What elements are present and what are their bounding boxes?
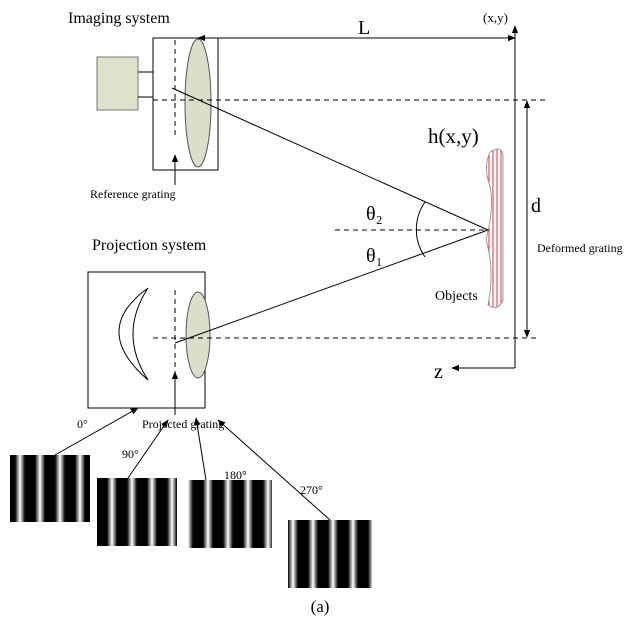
label: Objects	[435, 289, 478, 304]
label: h(x,y)	[428, 124, 479, 148]
label: L	[358, 17, 370, 39]
label: θ₂	[366, 203, 383, 225]
projection-ray	[175, 230, 488, 343]
label: Deformed grating	[537, 241, 623, 255]
diagram: Imaging system L (x,y) h(x,y) d Referenc…	[0, 0, 641, 626]
label: d	[531, 195, 541, 217]
label: 90°	[122, 447, 139, 461]
lens	[185, 39, 211, 167]
label: 270°	[300, 483, 323, 497]
object	[486, 149, 503, 307]
grating-image	[188, 480, 272, 548]
label: Projected grating	[142, 417, 224, 431]
label: z	[434, 361, 443, 383]
label: 180°	[224, 468, 247, 482]
label: Reference grating	[90, 187, 176, 201]
grating-image	[10, 455, 90, 522]
label: θ₁	[366, 245, 383, 267]
camera	[97, 57, 138, 110]
imaging-system	[97, 38, 218, 170]
grating-image	[288, 520, 372, 588]
label: Projection system	[92, 237, 207, 254]
condenser	[119, 288, 148, 380]
label: 0°	[77, 417, 88, 431]
caption: (a)	[311, 597, 330, 616]
label: Imaging system	[68, 10, 170, 27]
imaging-ray	[172, 88, 488, 230]
grating-image	[97, 478, 177, 546]
projection-system	[88, 272, 210, 408]
label: (x,y)	[483, 10, 508, 25]
